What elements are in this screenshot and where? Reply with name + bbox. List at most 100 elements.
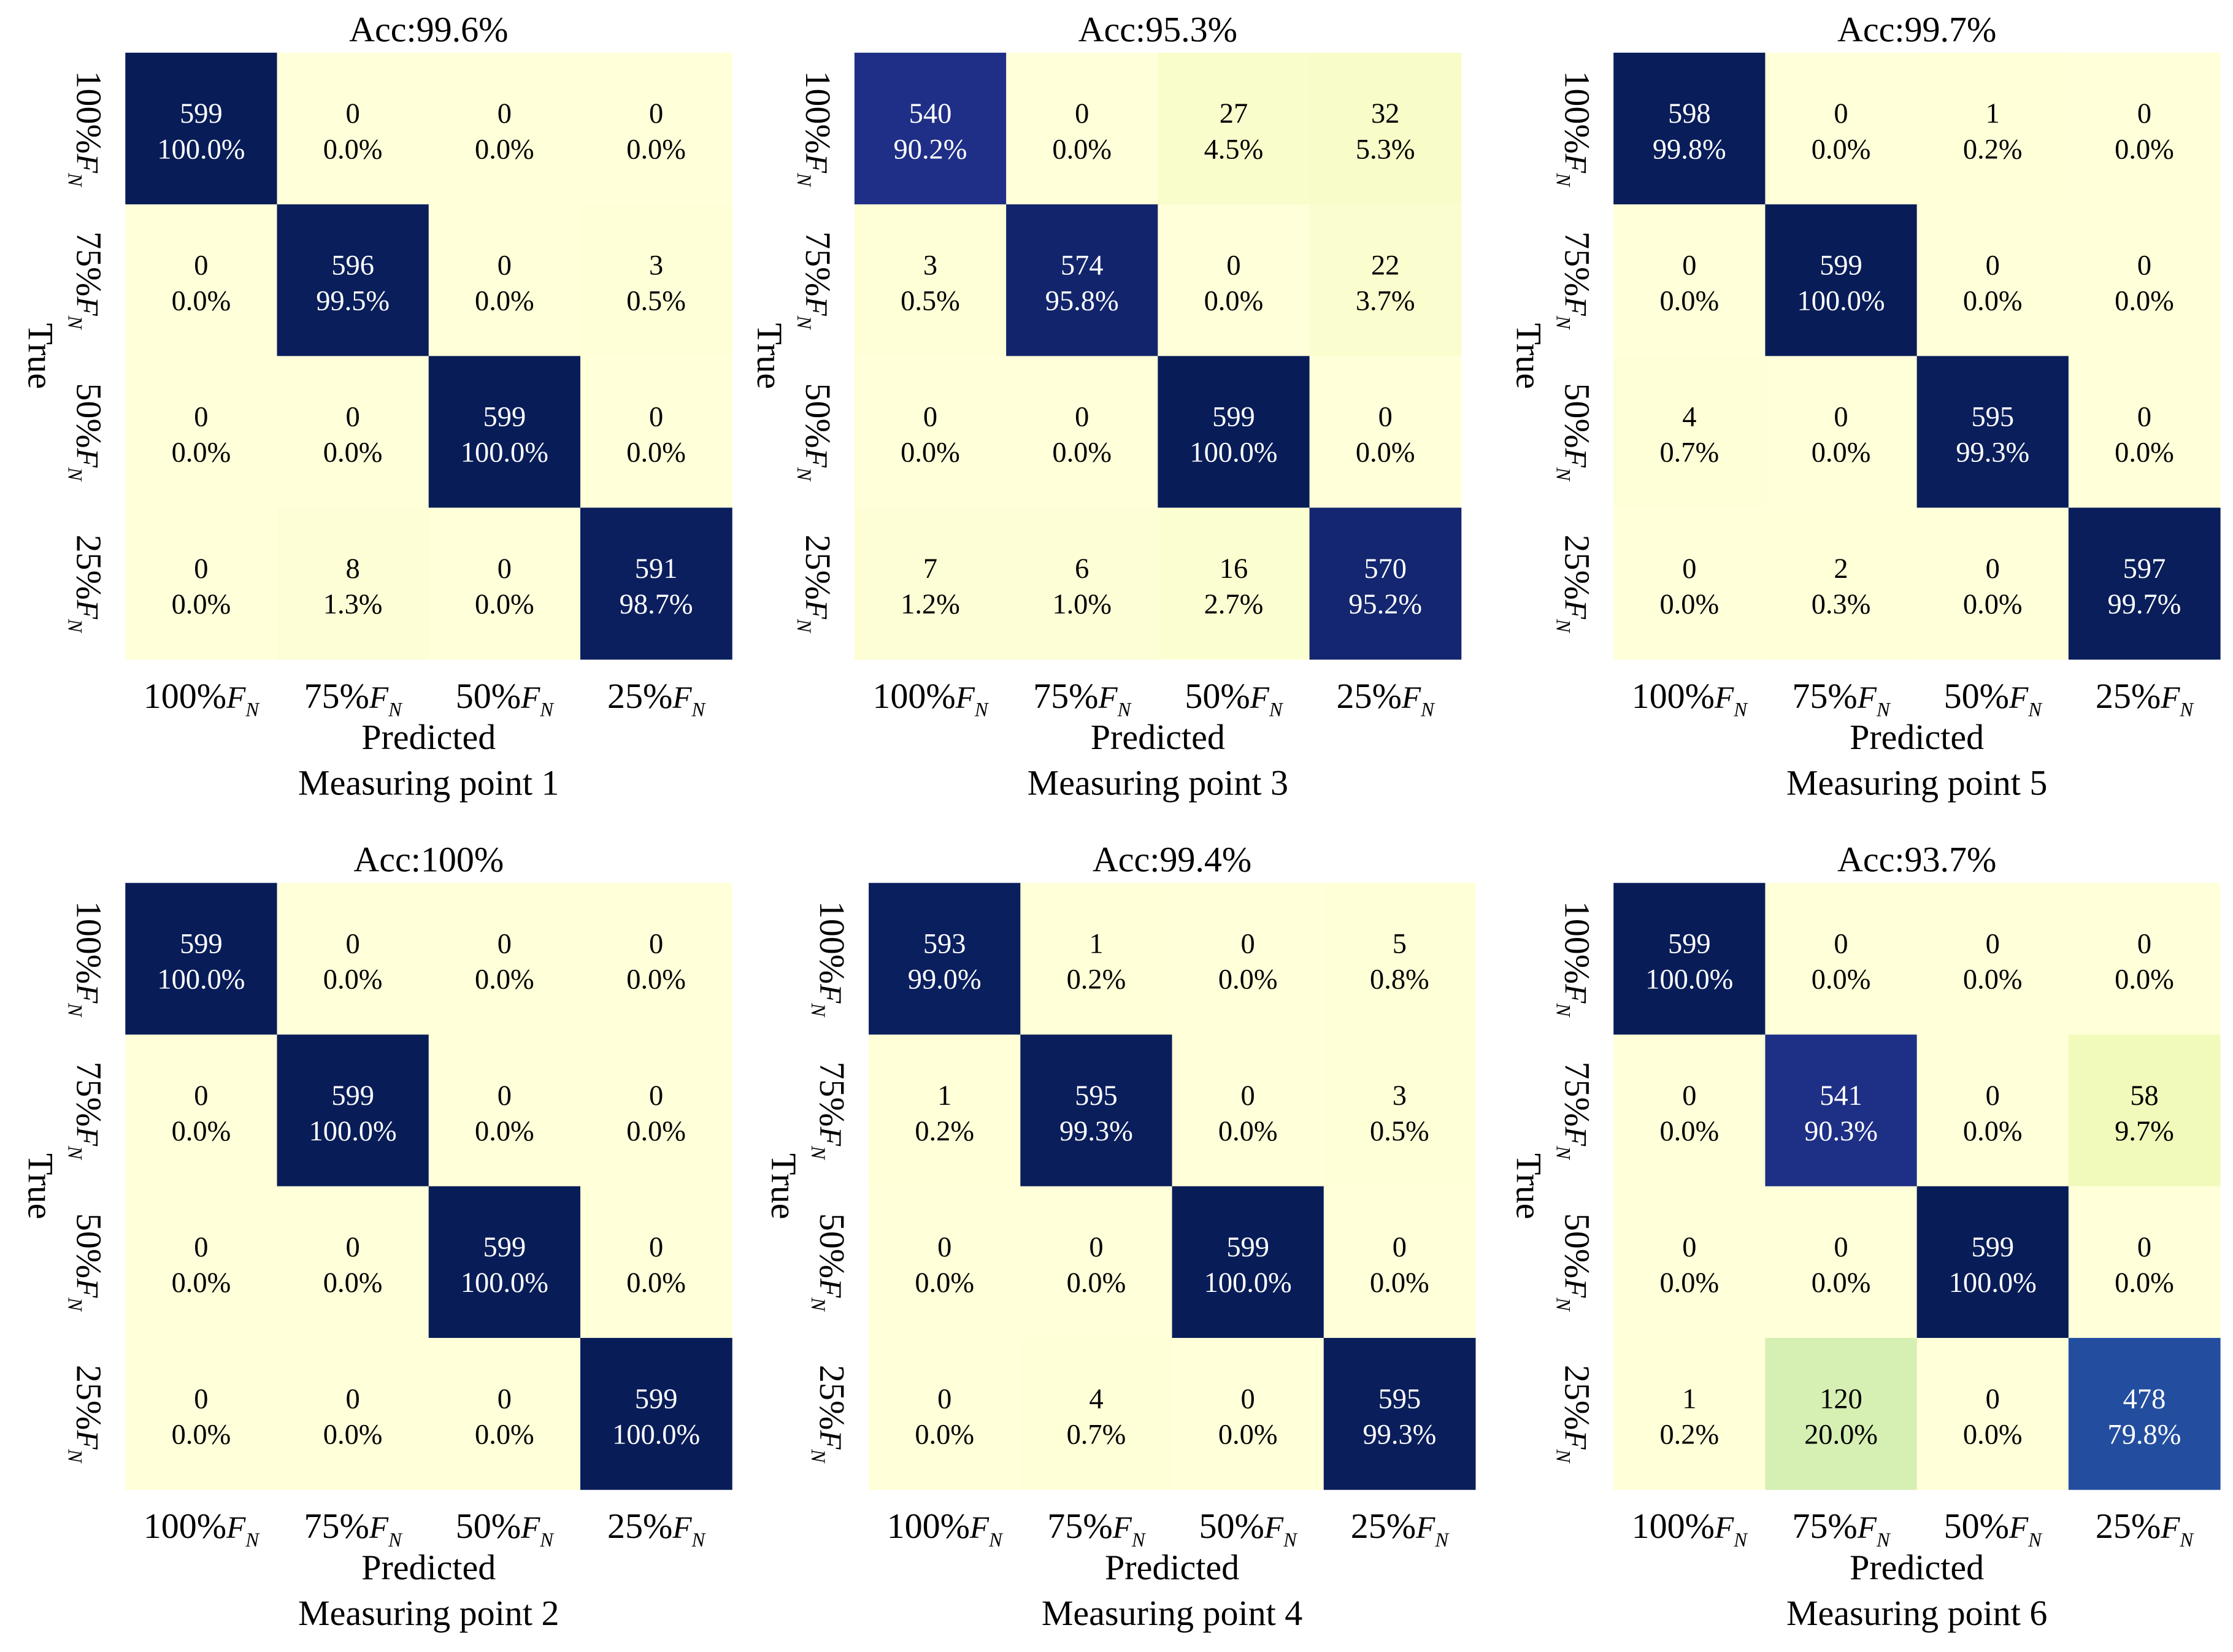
cell-percent-label: 0.0% <box>1812 437 1871 469</box>
heatmap-cell <box>1613 1186 1766 1339</box>
heatmap-cell <box>277 507 429 660</box>
x-tick-label: 100%FN <box>887 1506 1004 1551</box>
cell-percent-label: 0.0% <box>172 1267 231 1299</box>
x-tick-label: 100%FN <box>1632 676 1749 721</box>
cell-count-label: 0 <box>1075 402 1089 433</box>
y-tick-label: 75%FN <box>793 231 838 331</box>
cell-percent-label: 0.0% <box>1812 134 1871 165</box>
cell-count-label: 0 <box>1834 929 1848 960</box>
cell-count-label: 1 <box>1089 929 1103 960</box>
chart-title: Acc:99.6% <box>349 9 508 49</box>
heatmap-cell <box>1158 204 1310 356</box>
heatmap-cell <box>1020 1337 1173 1490</box>
panel-subtitle: Measuring point 1 <box>298 763 559 802</box>
cell-count-label: 0 <box>923 402 937 433</box>
heatmap-cell <box>2068 1034 2221 1187</box>
heatmap-cell <box>1765 507 1918 660</box>
heatmap-cell <box>1172 1337 1324 1490</box>
heatmap-cell <box>1309 52 1462 205</box>
cell-percent-label: 0.0% <box>323 1267 383 1299</box>
cell-count-label: 599 <box>1668 929 1711 960</box>
y-tick-label: 50%FN <box>1551 383 1597 482</box>
heatmap-cell <box>854 507 1007 660</box>
cell-percent-label: 0.0% <box>475 285 534 317</box>
cell-percent-label: 99.3% <box>1362 1419 1436 1450</box>
x-tick-label: 50%FN <box>456 1506 555 1551</box>
chart-title: Acc:95.3% <box>1078 9 1237 49</box>
y-tick-label: 25%FN <box>807 1365 852 1464</box>
cell-count-label: 7 <box>923 553 937 585</box>
cell-percent-label: 100.0% <box>461 1267 548 1299</box>
cell-percent-label: 0.2% <box>1963 134 2023 165</box>
cell-count-label: 0 <box>937 1232 951 1263</box>
heatmap-cell <box>125 1337 278 1490</box>
heatmap-cell <box>1309 356 1462 509</box>
cell-count-label: 22 <box>1371 250 1399 281</box>
heatmap-cell <box>1613 1034 1766 1187</box>
heatmap-cell <box>1323 1034 1476 1187</box>
heatmap-cell <box>1172 1186 1324 1339</box>
cell-percent-label: 0.0% <box>323 134 383 165</box>
x-axis-label: Predicted <box>1850 717 1984 757</box>
cell-count-label: 0 <box>346 929 360 960</box>
heatmap-cell <box>428 356 581 509</box>
heatmap-cell <box>428 1337 581 1490</box>
x-tick-label: 75%FN <box>304 1506 404 1551</box>
heatmap-cell <box>428 52 581 205</box>
cell-percent-label: 0.0% <box>1812 964 1871 996</box>
x-tick-label: 25%FN <box>1351 1506 1450 1551</box>
cell-percent-label: 5.3% <box>1356 134 1415 165</box>
cell-count-label: 2 <box>1834 553 1848 585</box>
panel-subtitle: Measuring point 3 <box>1028 763 1288 802</box>
cell-count-label: 0 <box>194 1232 208 1263</box>
heatmap-cell <box>1172 883 1324 1035</box>
cell-count-label: 0 <box>346 402 360 433</box>
cell-percent-label: 0.2% <box>1659 1419 1719 1450</box>
cell-count-label: 570 <box>1364 553 1407 585</box>
cell-percent-label: 1.0% <box>1052 589 1112 620</box>
y-tick-label: 25%FN <box>63 1365 109 1464</box>
cell-count-label: 0 <box>649 402 663 433</box>
panel-subtitle: Measuring point 5 <box>1786 763 2047 802</box>
confusion-matrix-panel-4: 599 100.0% 0 0.0% 0 0.0% 0 0.0% 0 0.0% 599 100.0% 0 0… <box>20 840 732 1633</box>
heatmap-cell <box>1006 204 1158 356</box>
heatmap-cell <box>1916 52 2069 205</box>
cell-percent-label: 0.0% <box>1963 285 2023 317</box>
x-tick-label: 100%FN <box>1632 1506 1749 1551</box>
panel-subtitle: Measuring point 6 <box>1786 1593 2047 1633</box>
heatmap-cell <box>580 1186 732 1339</box>
x-tick-label: 50%FN <box>456 676 555 721</box>
heatmap-cell <box>854 356 1007 509</box>
heatmap-cell <box>428 883 581 1035</box>
cell-percent-label: 99.3% <box>1059 1116 1133 1147</box>
y-tick-label: 100%FN <box>1551 901 1597 1018</box>
cell-count-label: 0 <box>937 1383 951 1415</box>
cell-count-label: 27 <box>1220 98 1248 129</box>
y-tick-label: 50%FN <box>793 383 838 482</box>
cell-percent-label: 0.0% <box>1052 437 1112 469</box>
heatmap-cell <box>2068 204 2221 356</box>
cell-count-label: 0 <box>1393 1232 1407 1263</box>
x-axis-label: Predicted <box>1850 1547 1984 1587</box>
cell-count-label: 599 <box>180 929 223 960</box>
cell-percent-label: 20.0% <box>1804 1419 1878 1450</box>
x-tick-label: 50%FN <box>1944 1506 2043 1551</box>
confusion-matrix-panel-3: 598 99.8% 0 0.0% 1 0.2% 0 0.0% 0 0.0% 599 100.0% 0 0.… <box>1509 9 2221 802</box>
cell-percent-label: 0.0% <box>1218 1116 1278 1147</box>
cell-percent-label: 0.0% <box>475 1116 534 1147</box>
heatmap-cell <box>125 204 278 356</box>
cell-count-label: 0 <box>498 929 512 960</box>
cell-percent-label: 4.5% <box>1204 134 1264 165</box>
heatmap-cell <box>1006 356 1158 509</box>
cell-count-label: 0 <box>1241 1080 1255 1112</box>
cell-percent-label: 0.0% <box>323 964 383 996</box>
cell-count-label: 0 <box>649 98 663 129</box>
x-tick-label: 75%FN <box>1792 1506 1891 1551</box>
x-tick-label: 75%FN <box>1033 676 1132 721</box>
heatmap-cell <box>428 507 581 660</box>
cell-count-label: 541 <box>1820 1080 1862 1112</box>
heatmap-cell <box>428 1186 581 1339</box>
cell-percent-label: 0.0% <box>626 1116 686 1147</box>
cell-percent-label: 1.2% <box>901 589 960 620</box>
x-tick-label: 100%FN <box>144 1506 261 1551</box>
